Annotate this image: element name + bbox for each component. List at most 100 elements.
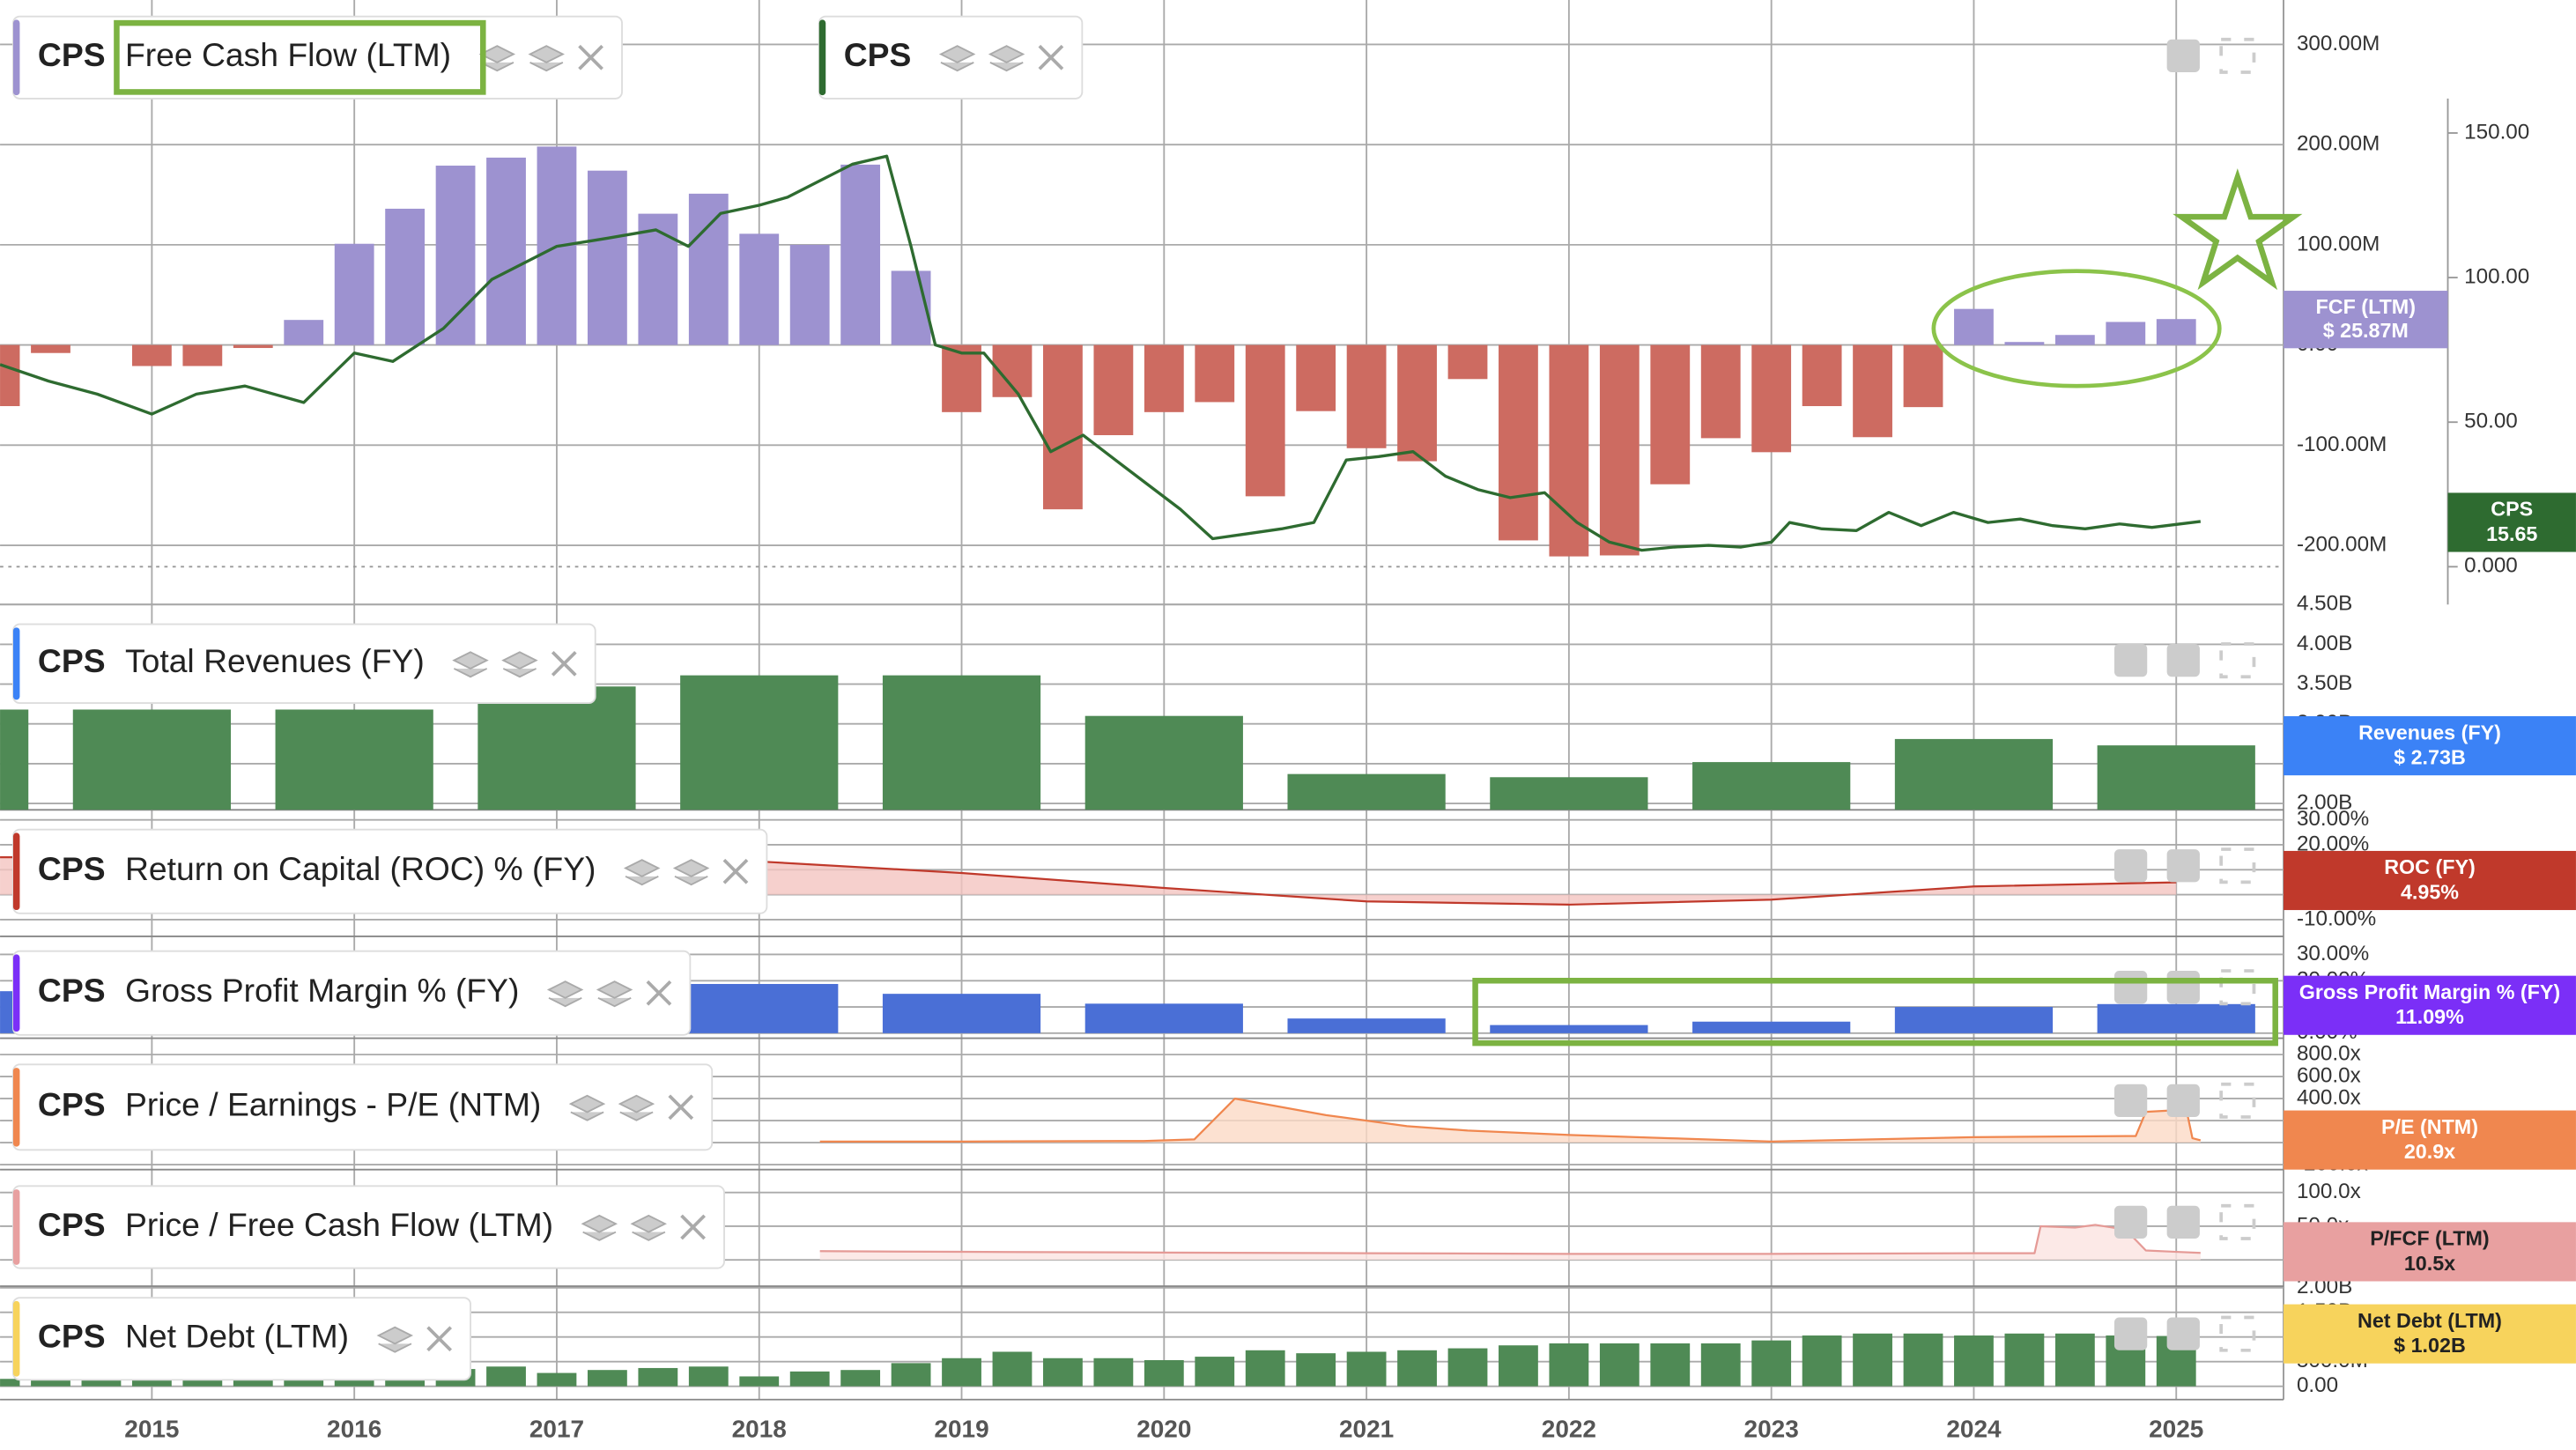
legend: CPS Free Cash Flow (LTM)	[12, 15, 623, 100]
layer-icon	[938, 45, 976, 72]
bar	[1802, 1335, 1842, 1387]
annotations	[1472, 168, 2303, 1047]
bar	[0, 709, 29, 810]
bar	[1650, 1343, 1691, 1387]
x-tick-label: 2018	[732, 1416, 787, 1443]
badge-value: 10.5x	[2404, 1252, 2455, 1275]
bar	[1144, 344, 1184, 412]
bar	[1195, 344, 1235, 403]
series-group	[0, 675, 2255, 810]
legend: CPS Price / Earnings - P/E (NTM)	[12, 1063, 714, 1151]
move-icon	[2166, 643, 2200, 677]
y-tick-label: 2.00B	[2297, 790, 2352, 814]
legend: CPS	[818, 15, 1084, 100]
bar	[1346, 1351, 1387, 1387]
legend-swatch	[12, 19, 20, 96]
move-icon	[2166, 1205, 2200, 1239]
badge-value: 15.65	[2486, 522, 2537, 545]
bar	[1894, 1007, 2054, 1033]
legend: CPS Total Revenues (FY)	[12, 623, 596, 705]
move-icon	[2113, 849, 2148, 883]
bar	[2156, 319, 2196, 345]
value-badge	[2284, 291, 2448, 349]
legend-label: Return on Capital (ROC) % (FY)	[125, 850, 596, 887]
bar	[1195, 1357, 1235, 1387]
x-tick-label: 2016	[327, 1416, 381, 1443]
legend-label: Gross Profit Margin % (FY)	[125, 972, 519, 1009]
layer-icon	[528, 45, 565, 72]
badge-label: Net Debt (LTM)	[2358, 1309, 2502, 1332]
y-tick-label: 30.00%	[2297, 807, 2369, 831]
bar	[840, 1370, 881, 1387]
badge-label: FCF (LTM)	[2316, 295, 2416, 318]
y-tick-label: 800.0x	[2297, 1042, 2361, 1066]
bar	[1397, 1350, 1437, 1387]
value-badge	[2284, 1304, 2576, 1364]
bar	[477, 686, 636, 810]
x-tick-label: 2023	[1744, 1416, 1799, 1443]
bar	[1751, 1340, 1792, 1387]
x-tick-label: 2019	[934, 1416, 988, 1443]
bar	[131, 344, 172, 366]
legend-label: Price / Free Cash Flow (LTM)	[125, 1206, 553, 1243]
move-icon	[2166, 849, 2200, 883]
bar	[789, 244, 830, 345]
line	[0, 154, 2202, 552]
badge-value: 4.95%	[2401, 880, 2459, 903]
value-badge	[2284, 1222, 2576, 1282]
bar	[1043, 344, 1083, 510]
bar	[233, 1376, 273, 1387]
legend-swatch	[12, 1189, 20, 1265]
overlay: 2015 2016 2017 2018 2019 2020 2021 2022 2023 2024…	[12, 15, 2576, 1443]
bar	[385, 208, 426, 345]
y-tick-label: 0.00	[2297, 1373, 2338, 1397]
bar	[680, 675, 839, 810]
bar	[284, 320, 324, 345]
bar	[486, 1366, 526, 1387]
y-tick-label: 600.0x	[2297, 1064, 2361, 1088]
line	[819, 1097, 2202, 1143]
bar	[1043, 1358, 1083, 1387]
layer-icon	[581, 1214, 618, 1241]
bar	[1093, 344, 1134, 435]
y-tick-label: 100.0x	[2297, 1180, 2361, 1203]
layer-icon	[623, 859, 661, 886]
bar	[1954, 308, 1994, 345]
legend: CPS Net Debt (LTM)	[12, 1297, 472, 1381]
bar	[1700, 344, 1741, 439]
bar	[638, 1367, 678, 1387]
move-icon	[2166, 39, 2200, 73]
legend-swatch	[12, 627, 20, 700]
bar	[0, 344, 20, 407]
close-icon	[578, 44, 603, 70]
bar	[789, 1371, 830, 1387]
value-badge	[2447, 492, 2576, 552]
legend-swatch	[818, 19, 826, 96]
area	[819, 1224, 2201, 1261]
bar	[1692, 1021, 1851, 1033]
bar	[1599, 1343, 1640, 1387]
bar	[1599, 344, 1640, 556]
y-tick-label: 200.00M	[2297, 132, 2380, 156]
legend-ticker: CPS	[38, 850, 106, 887]
bar	[182, 344, 223, 366]
legend-swatch	[12, 832, 20, 911]
y-tick-label: -10.00%	[2297, 906, 2376, 930]
bar	[486, 157, 526, 345]
bar	[1499, 344, 1538, 541]
bar	[588, 170, 627, 345]
highlight-box	[1472, 977, 2278, 1047]
y2-tick-label: 50.00	[2464, 410, 2518, 433]
bar	[891, 1363, 931, 1387]
bar	[1287, 773, 1446, 810]
value-badge	[2284, 975, 2576, 1035]
bar	[1903, 344, 1943, 408]
bar	[334, 243, 374, 345]
bar	[942, 1358, 981, 1387]
move-icon	[2113, 1205, 2148, 1239]
bar	[1751, 344, 1792, 453]
bar	[688, 1366, 729, 1387]
close-icon	[680, 1214, 706, 1240]
move-icon	[2113, 971, 2148, 1004]
